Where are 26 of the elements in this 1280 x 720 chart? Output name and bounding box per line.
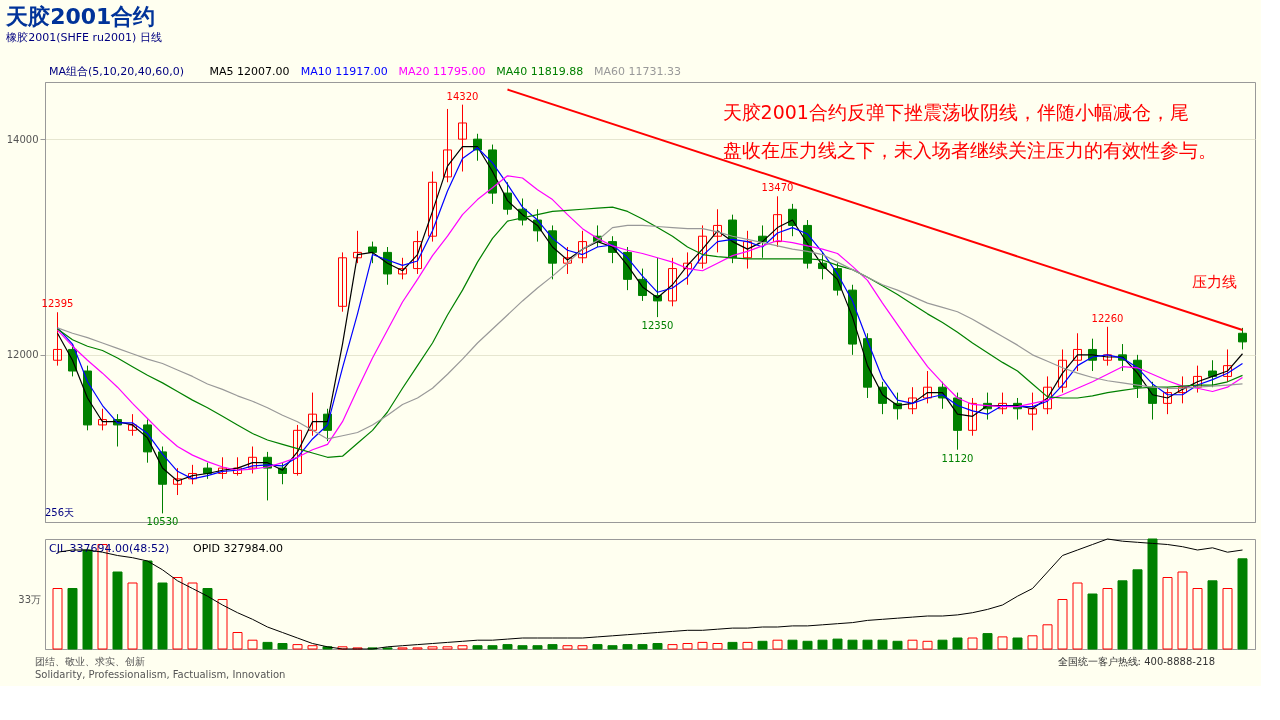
text: MA20 11795.00: [398, 65, 486, 78]
annotation: 12350: [641, 320, 674, 332]
text: MA40 11819.88: [496, 65, 584, 78]
legend-title: MA组合(5,10,20,40,60,0): [49, 65, 185, 78]
annotation: 12395: [41, 298, 74, 310]
annotation: 12260: [1091, 312, 1124, 324]
text: Solidarity, Professionalism, Factualism, Innovation: [35, 669, 286, 680]
y-tick-label: 12000: [6, 349, 39, 361]
text: MA5 12007.00: [209, 65, 290, 78]
y-tick-label: 14000: [6, 133, 39, 145]
text: MA10 11917.00: [300, 65, 388, 78]
annotation: 10530: [146, 516, 179, 528]
chart-subtitle: 橡胶2001(SHFE ru2001) 日线: [6, 31, 162, 44]
annotation: 11120: [941, 452, 974, 464]
series-label: CJL 337694.00(48:52): [49, 542, 170, 555]
text: OPID 327984.00: [193, 542, 283, 555]
chart-title: 天胶2001合约: [5, 4, 156, 29]
annotation: 天胶2001合约反弹下挫震荡收阴线，伴随小幅减仓，尾盘收在压力线之下，未入场者继续关注压力的有效性参与。: [722, 101, 1217, 161]
annotation: 14320: [446, 90, 479, 102]
text: 33万: [18, 593, 41, 605]
annotation: 256天: [45, 507, 75, 518]
text: 全国统一客户热线: 400-8888-218: [1057, 656, 1215, 667]
text: MA60 11731.33: [594, 65, 682, 78]
text: 团结、敬业、求实、创新: [35, 656, 145, 667]
series-label: 压力线: [1191, 273, 1237, 292]
annotation: 13470: [761, 182, 794, 194]
